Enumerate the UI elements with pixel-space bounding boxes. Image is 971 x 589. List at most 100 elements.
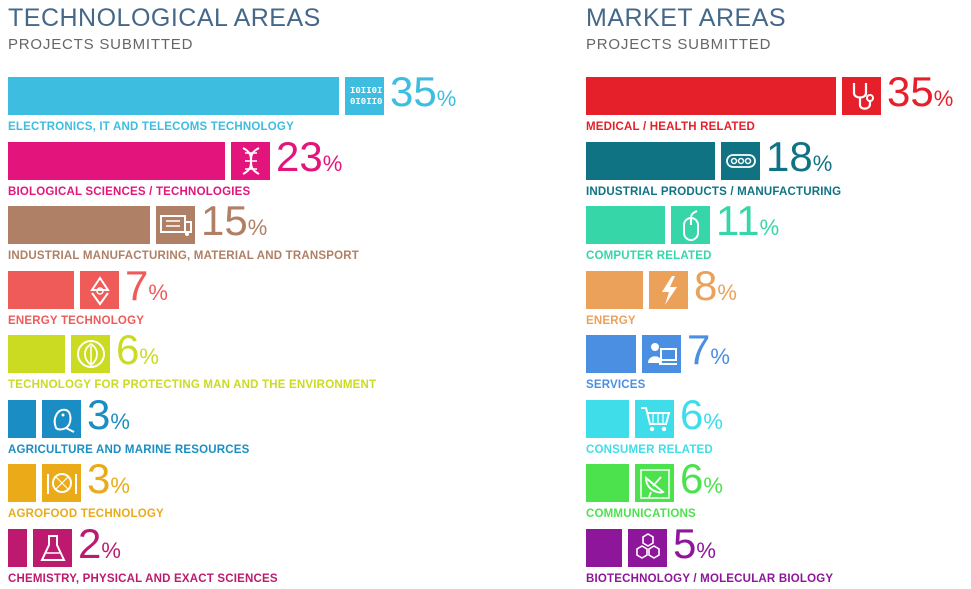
category-label: CONSUMER RELATED — [586, 443, 713, 456]
bar-row: 23% BIOLOGICAL SCIENCES / TECHNOLOGIES — [8, 135, 478, 202]
percent-number: 6 — [680, 390, 704, 438]
truck-icon — [156, 206, 195, 244]
leaf-icon — [71, 335, 110, 373]
conveyor-icon — [721, 141, 760, 180]
percent-symbol: % — [703, 473, 723, 498]
panel-subtitle: PROJECTS SUBMITTED — [8, 36, 194, 53]
category-label: BIOLOGICAL SCIENCES / TECHNOLOGIES — [8, 185, 251, 198]
percent-symbol: % — [703, 408, 723, 434]
percent-symbol: % — [933, 86, 954, 111]
bar — [586, 206, 665, 244]
percent-value: 7% — [125, 261, 168, 309]
percent-number: 11 — [716, 197, 760, 244]
category-label: BIOTECHNOLOGY / MOLECULAR BIOLOGY — [586, 572, 834, 585]
percent-value: 35% — [887, 71, 953, 113]
category-label: AGROFOOD TECHNOLOGY — [8, 508, 164, 520]
percent-value: 23% — [276, 132, 343, 180]
bar — [586, 528, 622, 567]
percent-symbol: % — [148, 279, 168, 305]
percent-symbol: % — [717, 279, 737, 305]
bar-row: 8% ENERGY — [586, 264, 966, 331]
percent-number: 23 — [276, 132, 323, 180]
bar-row: 6% CONSUMER RELATED — [586, 393, 966, 460]
panel-subtitle: PROJECTS SUBMITTED — [586, 36, 772, 53]
category-label: AGRICULTURE AND MARINE RESOURCES — [8, 443, 250, 456]
percent-symbol: % — [101, 537, 121, 563]
category-label: CHEMISTRY, PHYSICAL AND EXACT SCIENCES — [8, 572, 278, 585]
category-label: COMMUNICATIONS — [586, 508, 696, 520]
panel-title: TECHNOLOGICAL AREAS — [8, 4, 321, 32]
bar-row: 7% SERVICES — [586, 329, 966, 395]
bar — [586, 270, 643, 309]
percent-number: 35 — [887, 68, 934, 115]
bar-row: 15% INDUSTRIAL MANUFACTURING, MATERIAL AN… — [8, 200, 478, 266]
person-computer-icon — [642, 335, 681, 373]
binary-icon: I0II0I 0I0II0 — [345, 77, 384, 115]
plate-icon — [42, 464, 81, 502]
percent-value: 6% — [116, 329, 159, 371]
percent-number: 7 — [687, 326, 711, 373]
category-label: TECHNOLOGY FOR PROTECTING MAN AND THE EN… — [8, 379, 377, 391]
percent-number: 3 — [87, 390, 111, 438]
percent-symbol: % — [436, 86, 457, 111]
percent-number: 2 — [78, 519, 102, 567]
flask-icon — [33, 528, 72, 567]
bar — [586, 464, 629, 502]
percent-number: 3 — [87, 455, 111, 502]
bar — [586, 77, 836, 115]
bar — [8, 399, 36, 438]
percent-symbol: % — [322, 150, 343, 176]
bar — [586, 141, 715, 180]
percent-number: 8 — [694, 261, 718, 309]
percent-value: 6% — [680, 390, 723, 438]
bar — [8, 464, 36, 502]
percent-symbol: % — [759, 215, 780, 240]
bar — [8, 270, 74, 309]
bar-row: 2% CHEMISTRY, PHYSICAL AND EXACT SCIENCES — [8, 522, 478, 589]
bar — [586, 399, 629, 438]
percent-value: 3% — [87, 390, 130, 438]
panel-title: MARKET AREAS — [586, 4, 787, 32]
bar-row: 11% COMPUTER RELATED — [586, 200, 966, 266]
bar-row: 18% INDUSTRIAL PRODUCTS / MANUFACTURING — [586, 135, 966, 202]
stethoscope-icon — [842, 77, 881, 115]
percent-value: 18% — [766, 135, 833, 178]
lightning-icon — [649, 270, 688, 309]
percent-value: 8% — [694, 261, 737, 309]
category-label: COMPUTER RELATED — [586, 250, 712, 262]
percent-value: 2% — [78, 519, 121, 567]
percent-symbol: % — [812, 150, 833, 176]
percent-value: 35% — [390, 71, 456, 113]
percent-number: 6 — [680, 455, 704, 502]
bar-row: 7% ENERGY TECHNOLOGY — [8, 264, 478, 331]
category-label: INDUSTRIAL PRODUCTS / MANUFACTURING — [586, 185, 842, 198]
bar-row: 35% MEDICAL / HEALTH RELATED — [586, 71, 966, 137]
bar-row: 6% TECHNOLOGY FOR PROTECTING MAN AND THE … — [8, 329, 478, 395]
percent-symbol: % — [696, 537, 716, 563]
fish-icon — [42, 399, 81, 438]
recycle-icon — [80, 270, 119, 309]
bar — [8, 77, 339, 115]
mouse-icon — [671, 206, 710, 244]
bar-row: 3% AGROFOOD TECHNOLOGY — [8, 458, 478, 524]
percent-number: 7 — [125, 261, 149, 309]
percent-symbol: % — [110, 408, 130, 434]
category-label: INDUSTRIAL MANUFACTURING, MATERIAL AND T… — [8, 250, 359, 262]
percent-symbol: % — [139, 344, 159, 369]
percent-number: 6 — [116, 326, 140, 373]
percent-number: 35 — [390, 68, 437, 115]
bar-row: I0II0I 0I0II0 35% ELECTRONICS, IT AND TELEC… — [8, 71, 478, 137]
bar-row: 3% AGRICULTURE AND MARINE RESOURCES — [8, 393, 478, 460]
percent-symbol: % — [710, 344, 730, 369]
percent-symbol: % — [247, 215, 268, 240]
bar — [8, 335, 65, 373]
percent-symbol: % — [110, 473, 130, 498]
percent-value: 3% — [87, 458, 130, 500]
category-label: ELECTRONICS, IT AND TELECOMS TECHNOLOGY — [8, 121, 294, 133]
bar — [586, 335, 636, 373]
cart-icon — [635, 399, 674, 438]
percent-value: 11% — [716, 200, 779, 242]
molecule-icon — [628, 528, 667, 567]
category-label: SERVICES — [586, 379, 646, 391]
bar-row: 5% BIOTECHNOLOGY / MOLECULAR BIOLOGY — [586, 522, 966, 589]
